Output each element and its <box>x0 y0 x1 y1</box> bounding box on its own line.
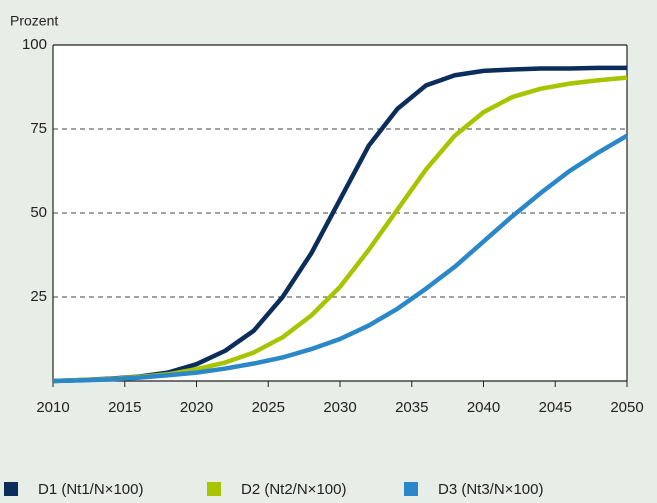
x-tick-label: 2050 <box>610 399 643 416</box>
x-tick-label: 2020 <box>180 399 213 416</box>
y-tick-label: 100 <box>22 36 47 53</box>
series-line <box>52 133 629 384</box>
y-tick-label: 25 <box>30 288 47 305</box>
legend-swatch <box>4 482 18 496</box>
y-axis-label: Prozent <box>10 13 58 29</box>
x-tick-label: 2040 <box>467 399 500 416</box>
y-tick-label: 75 <box>30 120 47 137</box>
x-tick-label: 2045 <box>539 399 572 416</box>
legend-label: D1 (Nt1/N×100) <box>38 481 143 498</box>
x-tick-label: 2010 <box>36 399 69 416</box>
legend-label: D2 (Nt2/N×100) <box>241 481 346 498</box>
legend-label: D3 (Nt3/N×100) <box>438 481 543 498</box>
legend-swatch <box>207 482 221 496</box>
x-tick-label: 2025 <box>252 399 285 416</box>
x-tick-label: 2035 <box>395 399 428 416</box>
legend-swatch <box>404 482 418 496</box>
y-tick-label: 50 <box>30 204 47 221</box>
x-tick-label: 2030 <box>323 399 356 416</box>
x-tick-label: 2015 <box>108 399 141 416</box>
